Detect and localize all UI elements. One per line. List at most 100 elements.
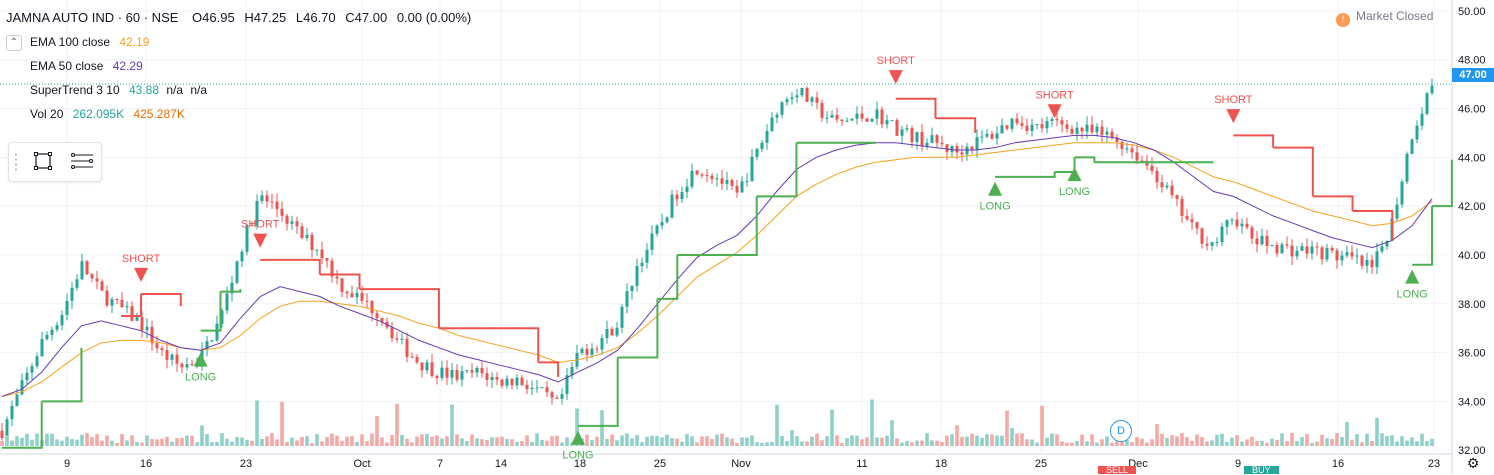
candle-body (545, 387, 549, 393)
candle-body (415, 357, 419, 363)
sell-tag[interactable]: SELL (1098, 466, 1137, 475)
candle-body (640, 262, 644, 267)
candle-body (1050, 118, 1054, 122)
volume-bar (1305, 434, 1309, 446)
volume-bar (600, 410, 604, 446)
volume-bar (1235, 435, 1239, 446)
x-tick-label: 16 (1332, 458, 1344, 470)
volume-bar (950, 434, 954, 446)
volume-bar (60, 440, 64, 446)
volume-bar (1075, 440, 1079, 446)
buy-tag[interactable]: BUY (1244, 466, 1279, 475)
volume-bar (320, 441, 324, 446)
volume-bar (790, 430, 794, 446)
candle-body (1410, 139, 1414, 154)
candle-body (225, 293, 229, 311)
volume-bar (895, 438, 899, 446)
candle-body (905, 128, 909, 130)
candle-body (635, 266, 639, 286)
candle-body (570, 366, 574, 376)
volume-bar (1310, 442, 1314, 446)
volume-bar (1030, 439, 1034, 446)
candle-body (180, 363, 184, 368)
volume-bar (1045, 437, 1049, 446)
candle-body (120, 299, 124, 308)
legend-volume[interactable]: Vol 20 262.095K 425.287K (30, 102, 471, 126)
candle-body (985, 133, 989, 137)
drawing-toolbox[interactable] (8, 142, 102, 182)
legend-supertrend[interactable]: SuperTrend 3 10 43.88 n/a n/a (30, 78, 471, 102)
y-tick-label: 48.00 (1458, 55, 1486, 67)
candle-body (100, 281, 104, 291)
volume-bar (130, 435, 134, 446)
candle-body (1125, 148, 1129, 150)
volume-bar (775, 404, 779, 446)
symbol-title[interactable]: JAMNA AUTO IND · 60 · NSE (6, 10, 179, 25)
candle-body (400, 338, 404, 340)
candle-body (365, 300, 369, 302)
volume-bar (825, 436, 829, 446)
drag-handle-icon[interactable] (14, 152, 18, 172)
volume-bar (30, 439, 34, 446)
x-tick-label: 25 (654, 458, 666, 470)
volume-bar (1180, 433, 1184, 446)
candle-body (745, 181, 749, 183)
volume-bar (1405, 440, 1409, 446)
rectangle-tool-icon[interactable] (33, 151, 53, 171)
candle-body (450, 369, 454, 378)
candle-body (1335, 250, 1339, 261)
volume-bar (710, 438, 714, 446)
volume-bar (1130, 441, 1134, 446)
candle-body (1205, 243, 1209, 246)
volume-bar (865, 437, 869, 446)
volume-bar (800, 441, 804, 446)
volume-bar (10, 440, 14, 446)
legend-ema100[interactable]: ⌃ EMA 100 close 42.19 (6, 30, 471, 54)
candle-body (10, 405, 14, 420)
volume-bar (930, 440, 934, 446)
lines-tool-icon[interactable] (69, 151, 95, 171)
candle-body (1340, 255, 1344, 261)
volume-bar (1410, 437, 1414, 446)
volume-bar (385, 442, 389, 446)
candle-body (1005, 125, 1009, 129)
collapse-chevron-icon[interactable]: ⌃ (6, 34, 22, 51)
volume-bar (1265, 442, 1269, 446)
candle-body (1095, 126, 1099, 133)
candle-body (70, 287, 74, 301)
candle-body (1215, 242, 1219, 244)
volume-bar (220, 433, 224, 446)
legend-ema50[interactable]: EMA 50 close 42.29 (30, 54, 471, 78)
settings-gear-icon[interactable]: ⚙ (1467, 455, 1480, 471)
candle-body (1175, 195, 1179, 199)
candle-body (525, 384, 529, 390)
candle-body (1370, 259, 1374, 268)
supertrend-segment (121, 294, 143, 317)
volume-bar (475, 438, 479, 446)
volume-bar (1115, 437, 1119, 446)
candle-body (160, 348, 164, 350)
market-status[interactable]: ! Market Closed (1336, 9, 1433, 27)
candle-body (875, 109, 879, 119)
candle-body (520, 377, 524, 385)
candle-body (765, 130, 769, 143)
candle-body (1270, 244, 1274, 246)
volume-bar (285, 441, 289, 446)
ohlc-change: 0.00 (0.00%) (396, 10, 472, 25)
dividend-badge[interactable]: D (1110, 420, 1132, 442)
candle-body (935, 135, 939, 143)
candle-body (60, 314, 64, 326)
short-signal-label: SHORT (241, 219, 280, 231)
candle-body (1290, 245, 1294, 257)
candle-body (1020, 123, 1024, 126)
candle-body (960, 152, 964, 155)
candle-body (90, 274, 94, 279)
volume-bar (1285, 441, 1289, 446)
volume-bar (1095, 442, 1099, 446)
long-signal-arrow (1405, 269, 1420, 284)
candle-body (1220, 226, 1224, 243)
candle-body (1100, 126, 1104, 135)
candle-body (270, 201, 274, 203)
short-signal-label: SHORT (122, 253, 161, 265)
